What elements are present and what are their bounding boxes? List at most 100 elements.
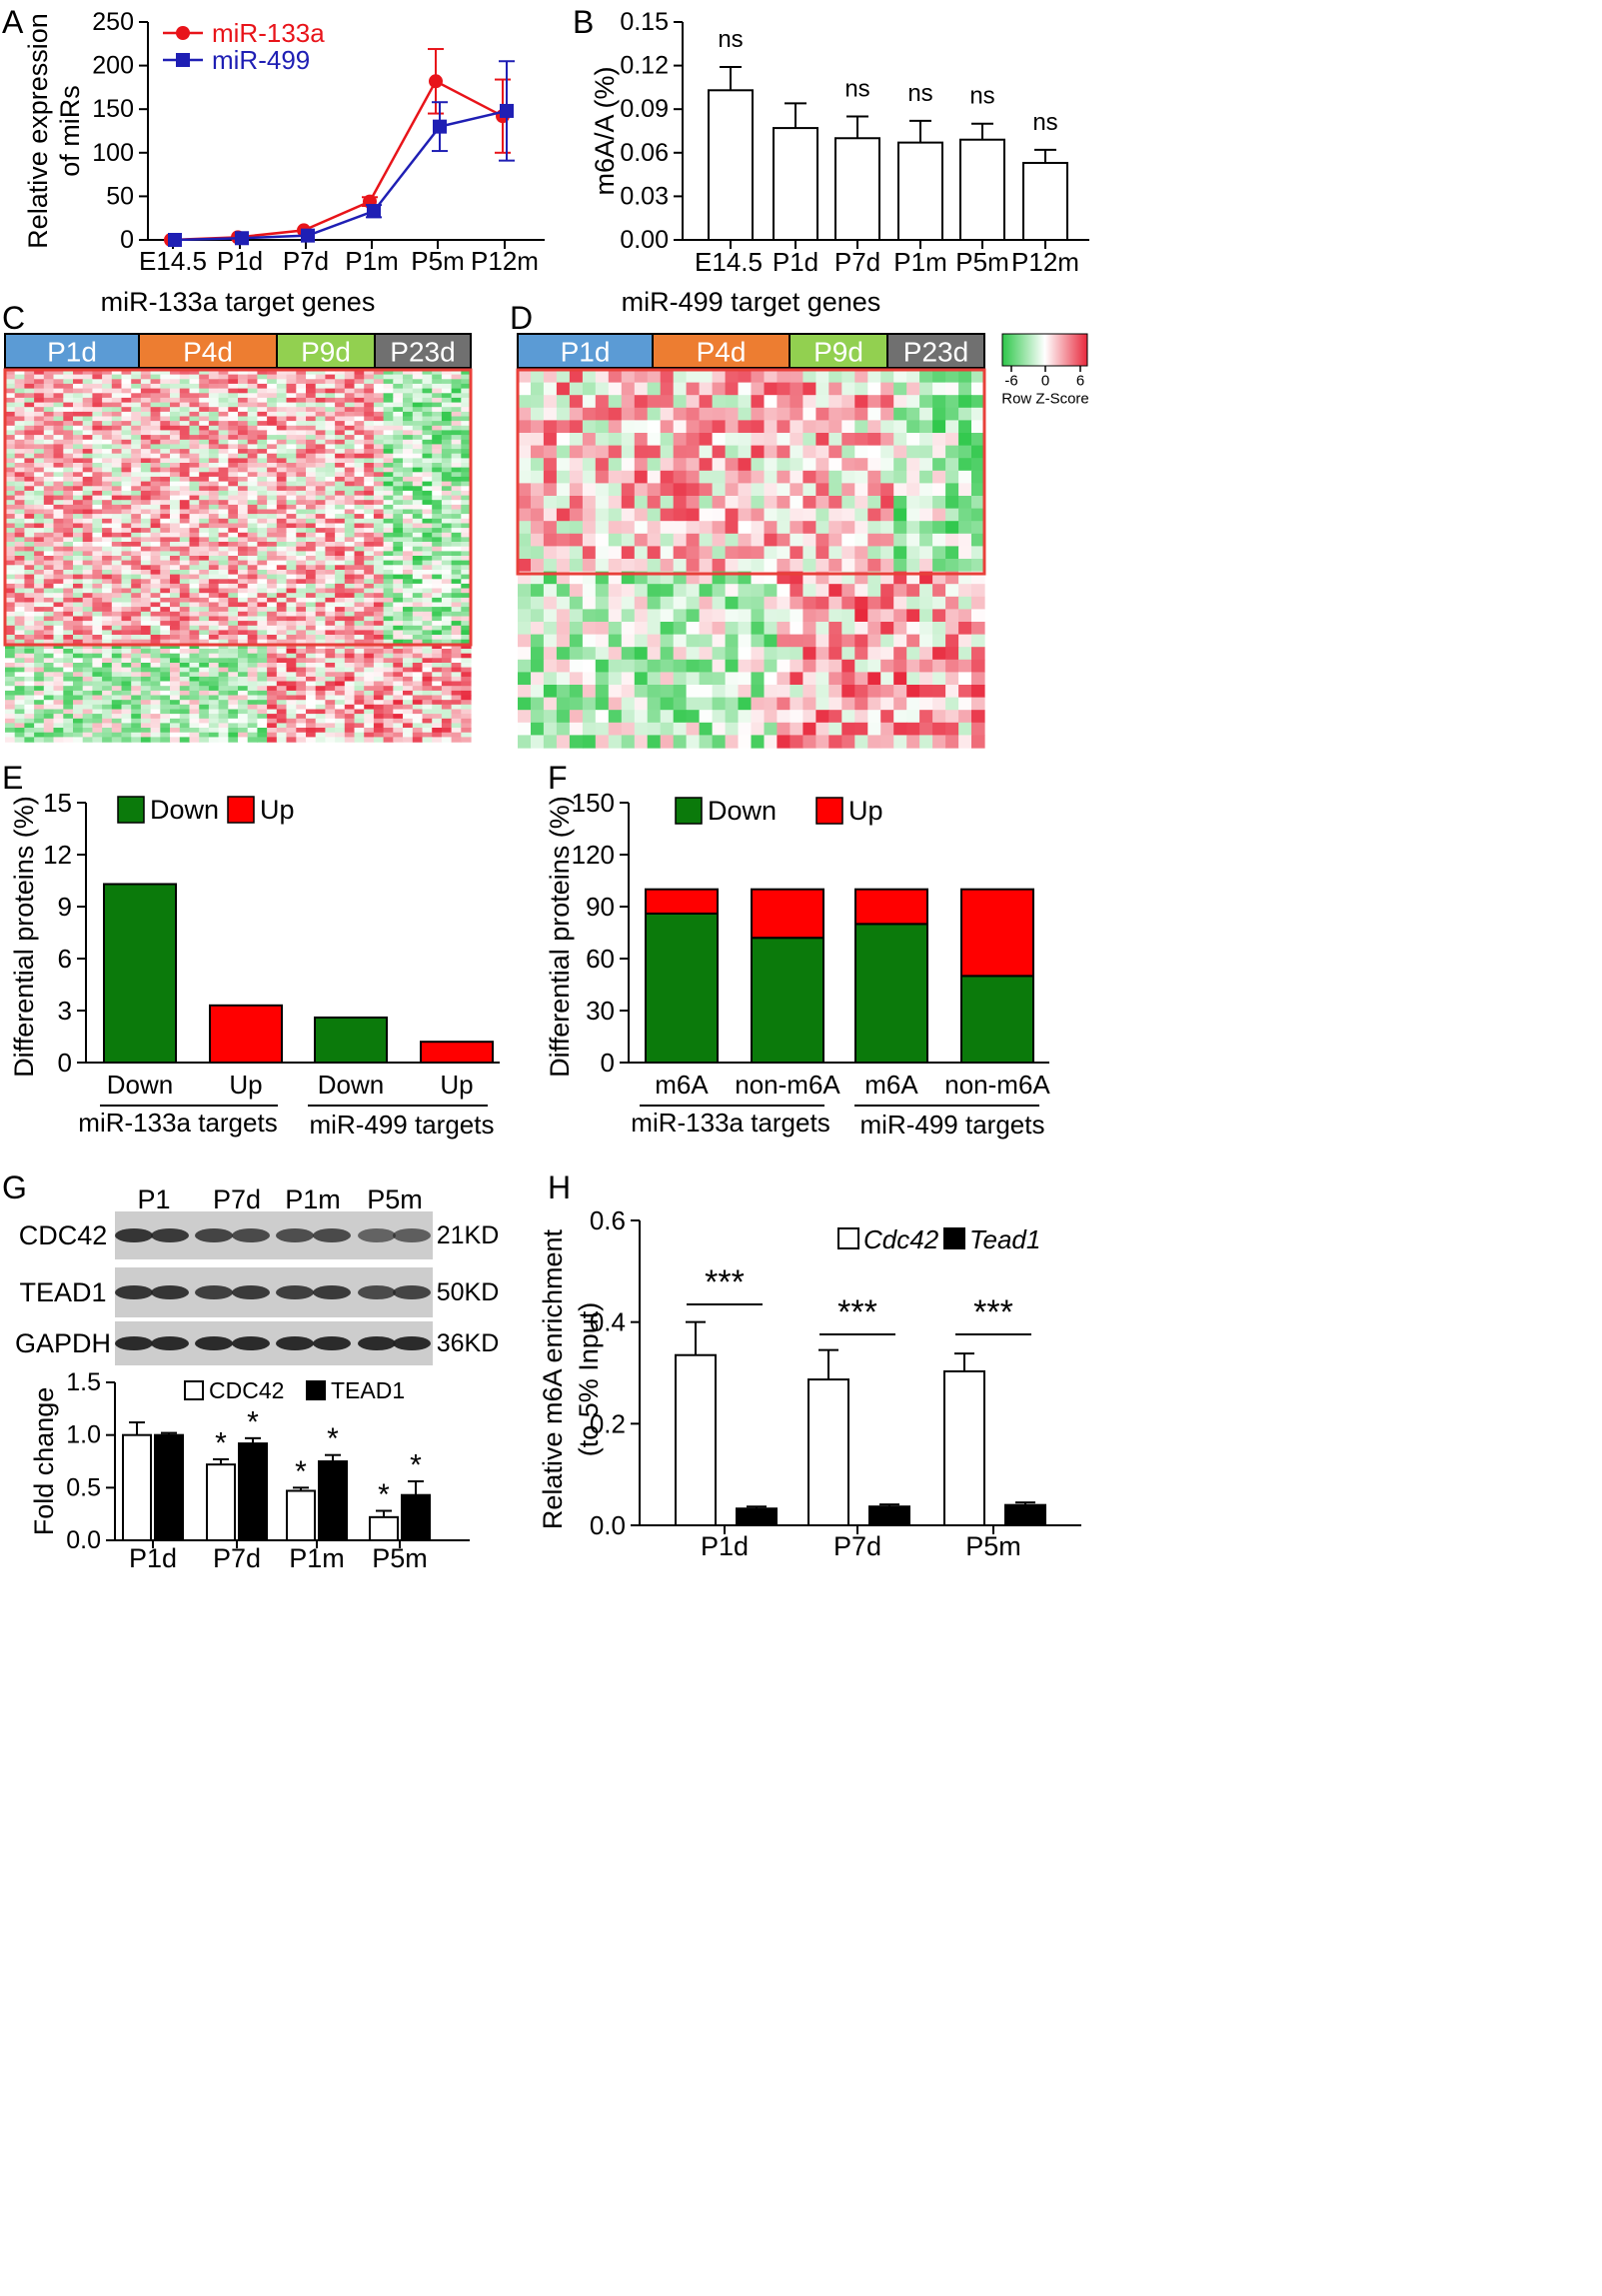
heatmap-cell (543, 710, 558, 724)
heatmap-cell (306, 439, 317, 446)
heatmap-cell (764, 546, 779, 560)
heatmap-cell (945, 445, 959, 459)
heatmap-cell (699, 659, 714, 673)
heatmap-cell (531, 458, 545, 472)
heatmap-cell (140, 644, 152, 650)
heatmap-cell (276, 435, 288, 441)
heatmap-cell (63, 616, 74, 622)
heatmap-cell (364, 732, 375, 738)
heatmap-cell (906, 521, 920, 535)
heatmap-cell (179, 500, 191, 506)
heatmap-cell (150, 435, 161, 441)
heatmap-cell (150, 607, 161, 613)
heatmap-cell (286, 435, 297, 441)
heatmap-cell (373, 658, 385, 664)
chart-c-group-label: P23d (390, 337, 455, 368)
heatmap-cell (170, 560, 181, 566)
heatmap-cell (131, 672, 142, 678)
heatmap-cell (102, 435, 113, 441)
heatmap-cell (5, 444, 16, 450)
heatmap-cell (595, 433, 610, 447)
heatmap-cell (43, 388, 55, 394)
heatmap-cell (906, 546, 920, 560)
heatmap-cell (815, 420, 829, 434)
heatmap-cell (802, 634, 816, 648)
heatmap-cell (121, 416, 132, 422)
chart-b-ylabel: m6A/A (%) (590, 66, 620, 195)
heatmap-cell (582, 672, 597, 686)
heatmap-cell (208, 370, 220, 376)
heatmap-cell (276, 407, 288, 413)
heatmap-cell (354, 635, 365, 641)
heatmap-cell (286, 583, 297, 590)
heatmap-cell (247, 728, 258, 734)
heatmap-cell (608, 685, 623, 699)
heatmap-cell (422, 625, 433, 632)
heatmap-cell (364, 593, 375, 599)
heatmap-cell (257, 690, 268, 697)
heatmap-cell (373, 463, 385, 469)
heatmap-cell (199, 430, 210, 436)
heatmap-cell (441, 611, 453, 618)
heatmap-cell (373, 718, 385, 725)
heatmap-cell (111, 453, 123, 459)
heatmap-cell (634, 672, 649, 686)
heatmap-cell (841, 596, 855, 610)
heatmap-cell (111, 723, 123, 729)
heatmap-cell (218, 435, 229, 441)
heatmap-cell (738, 659, 753, 673)
heatmap-cell (556, 382, 571, 396)
heatmap-cell (199, 518, 210, 525)
heatmap-cell (296, 383, 307, 390)
heatmap-cell (971, 546, 985, 560)
heatmap-cell (160, 649, 171, 655)
heatmap-cell (131, 695, 142, 701)
heatmap-cell (82, 523, 93, 529)
heatmap-cell (92, 523, 103, 529)
heatmap-cell (34, 728, 45, 734)
heatmap-cell (199, 597, 210, 604)
heatmap-cell (432, 681, 443, 687)
heatmap-cell (634, 559, 649, 573)
heatmap-cell (699, 420, 714, 434)
heatmap-cell (92, 630, 103, 636)
heatmap-cell (43, 714, 55, 720)
heatmap-cell (451, 500, 462, 506)
heatmap-cell (160, 383, 171, 390)
heatmap-cell (102, 690, 113, 697)
heatmap-cell (102, 560, 113, 566)
heatmap-cell (24, 430, 35, 436)
heatmap-cell (919, 470, 933, 484)
heatmap-cell (43, 732, 55, 738)
heatmap-cell (218, 570, 229, 576)
heatmap-cell (738, 634, 753, 648)
heatmap-cell (218, 560, 229, 566)
heatmap-cell (412, 379, 424, 385)
heatmap-cell (228, 532, 239, 539)
heatmap-cell (111, 560, 123, 566)
heatmap-cell (34, 602, 45, 608)
heatmap-cell (257, 425, 268, 432)
heatmap-cell (403, 635, 414, 641)
heatmap-cell (354, 435, 365, 441)
heatmap-cell (412, 486, 424, 492)
heatmap-cell (63, 602, 74, 608)
heatmap-cell (267, 463, 278, 469)
heatmap-cell (751, 382, 766, 396)
heatmap-cell (228, 663, 239, 669)
heatmap-cell (170, 676, 181, 683)
heatmap-cell (790, 596, 803, 610)
heatmap-cell (150, 695, 161, 701)
heatmap-cell (354, 458, 365, 464)
heatmap-cell (24, 695, 35, 701)
heatmap-cell (160, 514, 171, 520)
heatmap-cell (257, 542, 268, 548)
heatmap-cell (867, 634, 881, 648)
heatmap-cell (267, 621, 278, 627)
heatmap-cell (150, 611, 161, 618)
heatmap-cell (647, 533, 662, 547)
heatmap-cell (373, 504, 385, 511)
heatmap-cell (170, 565, 181, 571)
heatmap-cell (121, 379, 132, 385)
heatmap-cell (306, 616, 317, 622)
